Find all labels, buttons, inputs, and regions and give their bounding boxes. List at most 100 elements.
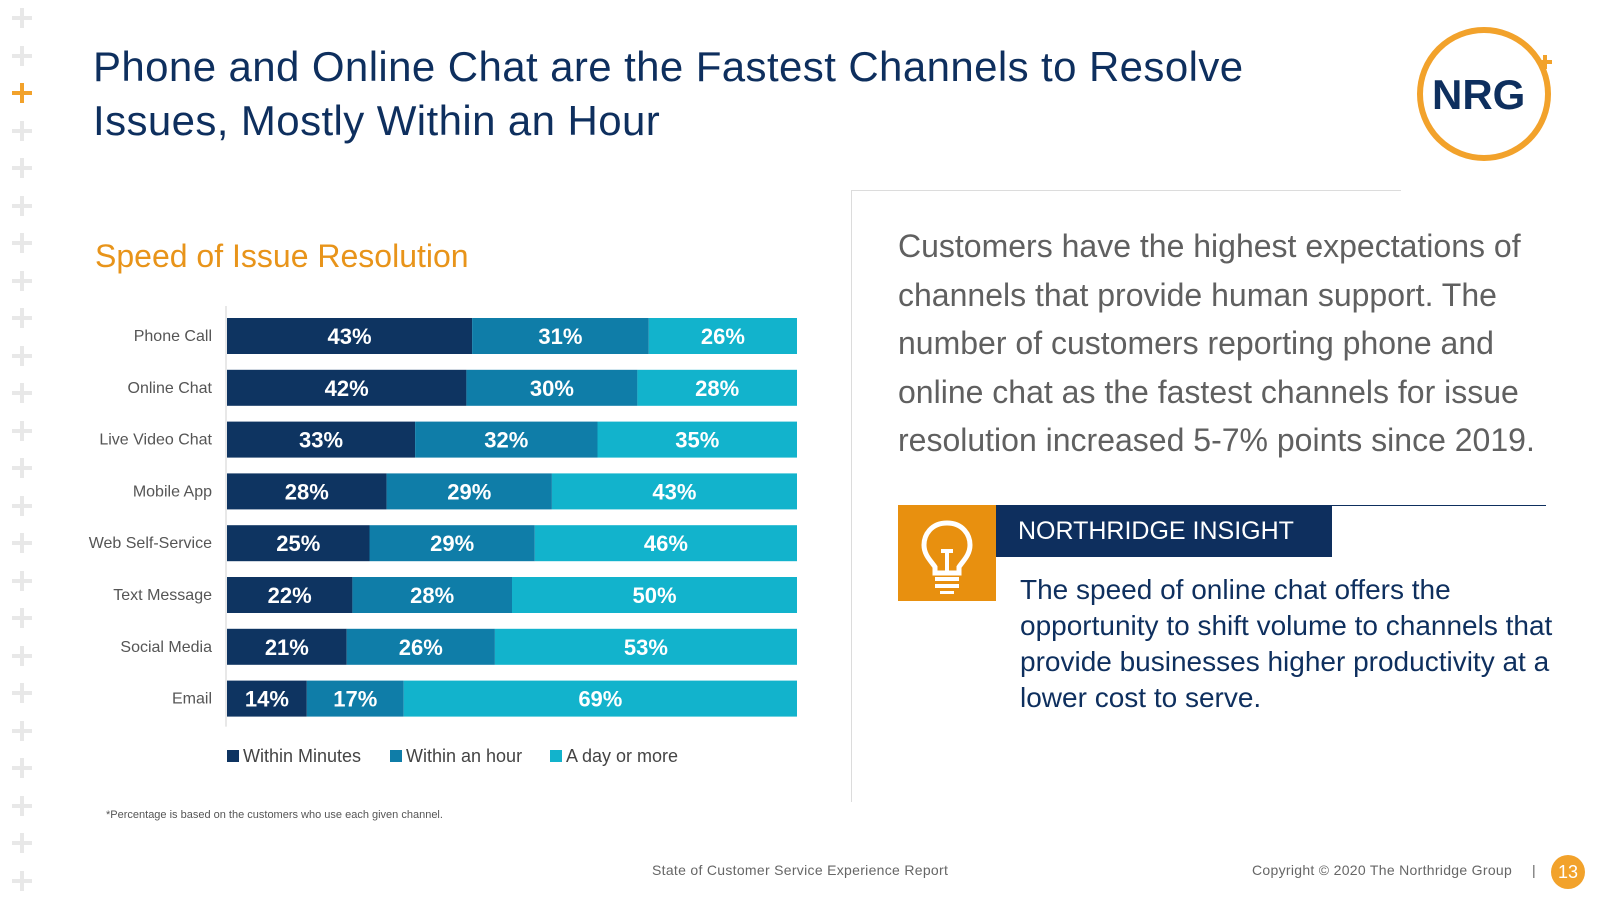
- plus-icon: [12, 533, 32, 553]
- decorative-plus-column: [8, 0, 36, 900]
- plus-icon: [12, 8, 32, 28]
- horizontal-divider: [851, 190, 1401, 191]
- plus-icon: [12, 195, 32, 216]
- nrg-logo: NRG: [1417, 27, 1552, 161]
- bar-segment: [306, 680, 404, 717]
- data-label: 28%: [410, 583, 454, 608]
- legend-swatch: [227, 750, 239, 762]
- data-label: 33%: [299, 428, 343, 453]
- plus-icon: [12, 45, 32, 66]
- data-label: 43%: [652, 479, 696, 504]
- plus-icon: [12, 795, 32, 816]
- plus-icon: [12, 833, 32, 853]
- stacked-bar-chart: Phone Call 43% 31% 26% Online Chat 42% 30% 28% L…: [89, 306, 797, 766]
- data-label: 26%: [701, 324, 745, 349]
- data-label: 46%: [644, 531, 688, 556]
- plus-icon: [12, 720, 32, 741]
- plus-icon: [12, 495, 32, 516]
- data-label: 28%: [285, 479, 329, 504]
- category-label: Mobile App: [133, 483, 212, 500]
- plus-icon: [12, 345, 32, 366]
- data-label: 29%: [430, 531, 474, 556]
- bar-segment: [227, 318, 473, 354]
- data-label: 30%: [530, 376, 574, 401]
- plus-icon: [12, 383, 32, 403]
- bar-segment: [415, 421, 598, 458]
- data-label: 26%: [399, 635, 443, 660]
- bar-segment: [352, 577, 512, 613]
- category-label: Web Self-Service: [89, 535, 212, 552]
- plus-icon: [12, 120, 32, 141]
- bar-segment: [369, 525, 535, 562]
- data-label: 25%: [276, 531, 320, 556]
- lightbulb-icon: [898, 505, 996, 601]
- page-number: 13: [1551, 855, 1585, 889]
- plus-icon: [12, 233, 32, 253]
- data-label: 35%: [675, 428, 719, 453]
- orange-plus-icon: [12, 83, 32, 103]
- category-label: Phone Call: [134, 328, 212, 345]
- legend-label: Within Minutes: [243, 746, 361, 766]
- category-label: Live Video Chat: [99, 432, 212, 449]
- plus-icon: [12, 420, 32, 441]
- bar-segment: [227, 577, 353, 613]
- data-label: 14%: [245, 687, 289, 712]
- bar-segment: [466, 369, 638, 406]
- footer-report-title: State of Customer Service Experience Rep…: [652, 862, 949, 878]
- plus-icon: [12, 158, 32, 178]
- bar-segment: [534, 525, 797, 562]
- plus-icon: [12, 608, 32, 628]
- data-label: 17%: [333, 687, 377, 712]
- bar-segment: [227, 473, 387, 510]
- data-label: 31%: [538, 324, 582, 349]
- bar-segment: [648, 318, 797, 354]
- bar-segment: [227, 369, 467, 406]
- data-label: 32%: [484, 428, 528, 453]
- insight-label: NORTHRIDGE INSIGHT: [996, 505, 1332, 557]
- plus-icon: [12, 308, 32, 328]
- data-label: 29%: [447, 479, 491, 504]
- bar-segment: [227, 680, 307, 717]
- bar-segment: [637, 369, 797, 406]
- legend-label: A day or more: [566, 746, 678, 766]
- bar-segment: [597, 421, 797, 458]
- bar-segment: [512, 577, 797, 613]
- data-label: 50%: [632, 583, 676, 608]
- data-label: 28%: [695, 376, 739, 401]
- bar-segment: [227, 628, 347, 665]
- data-label: 43%: [328, 324, 372, 349]
- legend-label: Within an hour: [406, 746, 522, 766]
- plus-icon: [12, 870, 32, 891]
- data-label: 53%: [624, 635, 668, 660]
- plus-icon: [12, 570, 32, 591]
- logo-text: NRG: [1432, 71, 1525, 118]
- bar-segment: [551, 473, 797, 510]
- legend-swatch: [390, 750, 402, 762]
- data-label: 21%: [265, 635, 309, 660]
- bar-segment: [403, 680, 797, 717]
- plus-icon: [12, 683, 32, 703]
- page-title: Phone and Online Chat are the Fastest Ch…: [93, 43, 1244, 144]
- category-label: Text Message: [113, 587, 212, 604]
- bar-segment: [227, 421, 416, 458]
- bar-segment: [472, 318, 649, 354]
- bar-segment: [386, 473, 552, 510]
- plus-icon: [12, 758, 32, 778]
- category-label: Online Chat: [128, 380, 213, 397]
- plus-icon: [12, 458, 32, 478]
- data-label: 69%: [578, 687, 622, 712]
- body-text: Customers have the highest expectations …: [898, 228, 1535, 458]
- data-label: 22%: [268, 583, 312, 608]
- footer-copyright: Copyright © 2020 The Northridge Group: [1252, 862, 1513, 878]
- legend-swatch: [550, 750, 562, 762]
- category-label: Social Media: [120, 639, 212, 656]
- bar-segment: [346, 628, 495, 665]
- data-label: 42%: [325, 376, 369, 401]
- footnote: *Percentage is based on the customers wh…: [106, 809, 443, 821]
- bar-segment: [227, 525, 370, 562]
- category-label: Email: [172, 691, 212, 708]
- plus-icon: [12, 645, 32, 666]
- bar-segment: [494, 628, 797, 665]
- chart-title: Speed of Issue Resolution: [95, 238, 469, 274]
- footer-separator: |: [1532, 862, 1536, 878]
